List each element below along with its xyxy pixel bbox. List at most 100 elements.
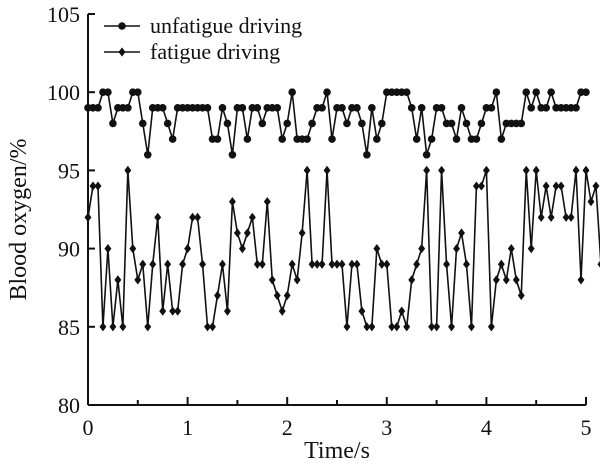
data-point-fatigue-driving [537, 212, 545, 222]
data-point-fatigue-driving [333, 259, 341, 269]
data-point-fatigue-driving [248, 212, 256, 222]
data-point-unfatigue-driving [109, 119, 117, 128]
data-point-unfatigue-driving [452, 135, 461, 143]
data-point-unfatigue-driving [134, 88, 142, 96]
data-point-fatigue-driving [532, 165, 540, 175]
data-point-fatigue-driving [477, 181, 485, 191]
data-point-unfatigue-driving [422, 150, 431, 159]
data-point-unfatigue-driving [492, 88, 501, 96]
y-axis-label: Blood oxygen/% [6, 139, 32, 301]
data-point-fatigue-driving [298, 228, 306, 238]
x-tick-label: 3 [381, 415, 392, 440]
data-point-unfatigue-driving [358, 119, 366, 128]
data-point-fatigue-driving [567, 212, 575, 222]
data-point-fatigue-driving [328, 259, 336, 269]
data-point-fatigue-driving [577, 275, 585, 285]
data-point-fatigue-driving [383, 259, 391, 269]
data-point-unfatigue-driving [228, 150, 237, 159]
data-point-unfatigue-driving [437, 104, 446, 112]
data-point-fatigue-driving [403, 322, 411, 332]
series-line-fatigue-driving [87, 169, 600, 328]
data-point-fatigue-driving [179, 259, 187, 269]
data-point-fatigue-driving [423, 165, 431, 175]
data-point-fatigue-driving [373, 244, 381, 254]
y-tick-label: 80 [58, 393, 80, 418]
data-point-unfatigue-driving [427, 135, 436, 143]
data-point-unfatigue-driving [363, 150, 371, 159]
data-point-unfatigue-driving [582, 88, 590, 96]
data-point-unfatigue-driving [168, 135, 177, 143]
data-point-fatigue-driving [278, 306, 286, 316]
data-point-fatigue-driving [308, 259, 316, 269]
data-point-fatigue-driving [114, 275, 122, 285]
data-point-fatigue-driving [189, 212, 197, 222]
data-point-fatigue-driving [363, 322, 371, 332]
data-point-fatigue-driving [293, 275, 301, 285]
data-point-unfatigue-driving [94, 104, 102, 112]
y-tick-label: 105 [47, 2, 80, 27]
data-point-unfatigue-driving [462, 119, 471, 128]
data-point-fatigue-driving [368, 322, 376, 332]
data-point-unfatigue-driving [158, 104, 167, 112]
data-point-unfatigue-driving [253, 104, 262, 112]
legend-label: unfatigue driving [150, 13, 302, 38]
data-point-fatigue-driving [428, 322, 436, 332]
data-point-fatigue-driving [353, 259, 361, 269]
data-point-fatigue-driving [572, 165, 580, 175]
data-point-fatigue-driving [443, 259, 451, 269]
series-fatigue-driving [84, 165, 600, 332]
data-point-unfatigue-driving [542, 104, 550, 112]
data-point-unfatigue-driving [412, 135, 421, 143]
data-point-unfatigue-driving [283, 119, 292, 128]
data-point-fatigue-driving [109, 322, 117, 332]
y-tick-label: 100 [47, 80, 80, 105]
data-point-unfatigue-driving [308, 119, 316, 128]
legend-label: fatigue driving [150, 39, 280, 64]
data-point-fatigue-driving [448, 322, 455, 332]
data-point-unfatigue-driving [104, 88, 112, 96]
data-point-fatigue-driving [139, 259, 147, 269]
legend-marker [118, 47, 126, 57]
data-point-fatigue-driving [204, 322, 211, 332]
data-point-unfatigue-driving [124, 104, 132, 112]
data-point-fatigue-driving [378, 259, 386, 269]
data-point-fatigue-driving [413, 259, 421, 269]
data-point-unfatigue-driving [243, 135, 252, 143]
data-point-unfatigue-driving [288, 88, 296, 96]
data-point-unfatigue-driving [417, 104, 426, 112]
data-point-fatigue-driving [468, 322, 475, 332]
legend-marker [118, 22, 126, 30]
data-point-unfatigue-driving [273, 104, 282, 112]
data-point-unfatigue-driving [368, 104, 376, 112]
data-point-fatigue-driving [323, 165, 331, 175]
data-point-fatigue-driving [243, 228, 251, 238]
data-point-fatigue-driving [502, 275, 510, 285]
data-point-unfatigue-driving [472, 135, 481, 143]
axes: 80 85 90 95 100 105 0 1 2 3 4 5 [47, 2, 592, 440]
data-point-unfatigue-driving [238, 104, 247, 112]
data-point-unfatigue-driving [532, 88, 540, 96]
data-point-fatigue-driving [463, 259, 470, 269]
data-point-fatigue-driving [482, 165, 490, 175]
legend-entry-fatigue-driving: fatigue driving [104, 39, 280, 64]
data-point-unfatigue-driving [323, 88, 331, 96]
data-point-fatigue-driving [263, 197, 271, 207]
data-point-unfatigue-driving [143, 150, 152, 159]
data-point-fatigue-driving [318, 259, 326, 269]
data-point-fatigue-driving [398, 306, 406, 316]
data-point-fatigue-driving [288, 259, 296, 269]
data-point-fatigue-driving [597, 260, 600, 268]
data-point-fatigue-driving [159, 306, 167, 316]
data-point-fatigue-driving [592, 181, 600, 191]
data-point-unfatigue-driving [203, 104, 212, 112]
data-point-fatigue-driving [358, 306, 366, 316]
data-point-fatigue-driving [303, 165, 311, 175]
x-tick-label: 1 [182, 415, 193, 440]
data-point-fatigue-driving [129, 244, 137, 254]
data-point-fatigue-driving [542, 181, 550, 191]
data-point-fatigue-driving [184, 244, 192, 254]
data-point-fatigue-driving [562, 212, 570, 222]
data-point-fatigue-driving [253, 259, 261, 269]
data-point-fatigue-driving [154, 212, 162, 222]
data-point-unfatigue-driving [517, 119, 526, 128]
